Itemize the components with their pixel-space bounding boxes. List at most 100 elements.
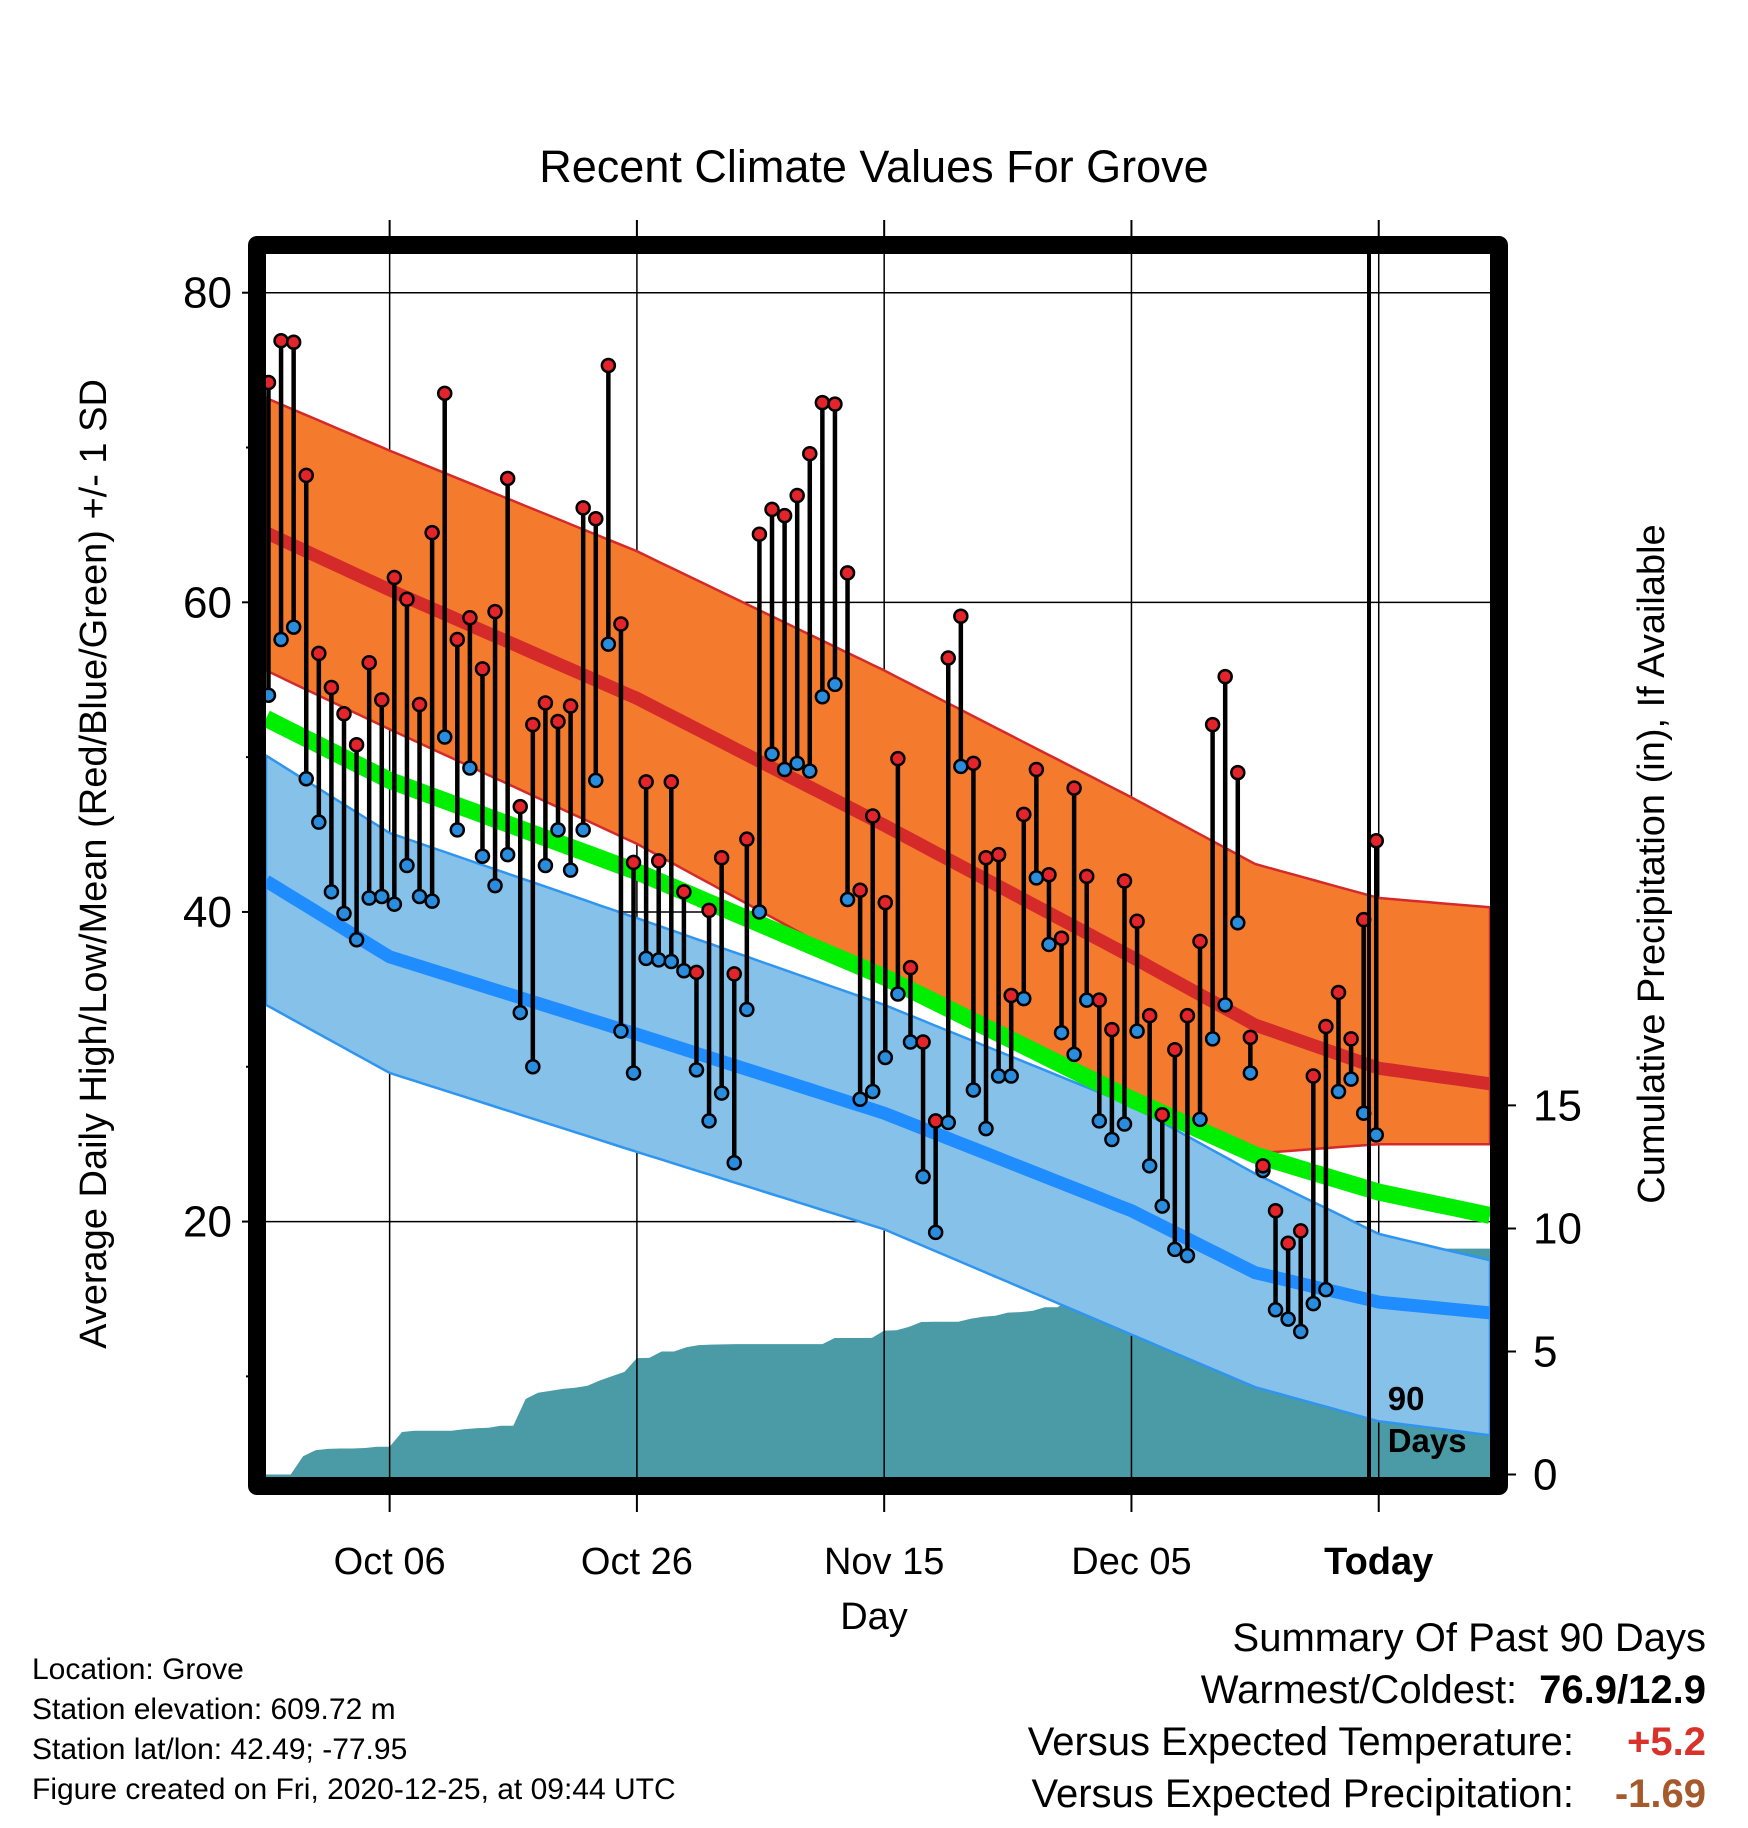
y-axis-label: Average Daily High/Low/Mean (Red/Blue/Gr… bbox=[73, 379, 115, 1349]
daily-high-dot bbox=[348, 736, 365, 753]
daily-low-dot bbox=[1368, 1127, 1385, 1143]
daily-high-dot bbox=[285, 334, 302, 350]
daily-high-dot bbox=[701, 902, 717, 919]
daily-high-dot bbox=[650, 853, 667, 869]
daily-low-dot bbox=[588, 772, 604, 789]
daily-high-dot bbox=[525, 716, 541, 733]
daily-low-dot bbox=[1091, 1113, 1108, 1129]
daily-high-dot bbox=[449, 631, 466, 648]
daily-low-dot bbox=[1230, 915, 1246, 931]
daily-high-dot bbox=[927, 1113, 944, 1129]
daily-high-dot bbox=[776, 507, 793, 524]
daily-high-dot bbox=[1267, 1202, 1284, 1219]
daily-high-dot bbox=[1003, 987, 1019, 1004]
x-tick-label: Today bbox=[1324, 1541, 1433, 1583]
daily-high-dot bbox=[1091, 992, 1108, 1008]
daily-high-dot bbox=[336, 706, 352, 722]
summary-title: Summary Of Past 90 Days bbox=[1232, 1616, 1706, 1660]
daily-high-dot bbox=[499, 470, 516, 487]
daily-high-dot bbox=[562, 698, 579, 714]
daily-low-dot bbox=[638, 950, 654, 967]
daily-low-dot bbox=[499, 846, 516, 863]
daily-low-dot bbox=[839, 891, 856, 908]
daily-low-dot bbox=[1179, 1247, 1196, 1264]
summary-temp-row: Versus Expected Temperature: +5.2 bbox=[1028, 1720, 1706, 1765]
daily-high-dot bbox=[550, 713, 566, 730]
daily-high-dot bbox=[298, 467, 314, 484]
daily-low-dot bbox=[1041, 936, 1057, 953]
daily-high-dot bbox=[600, 357, 617, 374]
daily-low-dot bbox=[688, 1062, 705, 1078]
daily-high-dot bbox=[751, 526, 768, 542]
daily-high-dot bbox=[273, 332, 289, 349]
daily-low-dot bbox=[449, 822, 466, 838]
daily-low-dot bbox=[890, 986, 906, 1002]
daily-high-dot bbox=[953, 608, 969, 625]
daily-high-dot bbox=[940, 650, 956, 666]
daily-high-dot bbox=[1053, 930, 1070, 947]
y2-tick-label: 15 bbox=[1533, 1081, 1582, 1130]
daily-low-dot bbox=[285, 619, 302, 635]
x-axis-label: Day bbox=[840, 1596, 908, 1638]
daily-low-dot bbox=[348, 932, 365, 948]
daily-high-dot bbox=[877, 894, 894, 911]
daily-high-dot bbox=[965, 755, 982, 772]
temp-label: Versus Expected Temperature: bbox=[1027, 1720, 1574, 1764]
daily-low-dot bbox=[713, 1085, 730, 1101]
daily-high-dot bbox=[374, 692, 390, 708]
daily-high-dot bbox=[1343, 1031, 1359, 1047]
daily-low-dot bbox=[386, 896, 403, 912]
elevation-text: Station elevation: 609.72 m bbox=[32, 1693, 396, 1726]
daily-low-dot bbox=[726, 1154, 742, 1171]
y2-axis-label: Cumulative Precipitation (in), If Availa… bbox=[1631, 524, 1673, 1203]
daily-high-dot bbox=[436, 385, 453, 402]
y-tick-label: 80 bbox=[183, 269, 232, 318]
daily-low-dot bbox=[474, 848, 491, 864]
daily-high-dot bbox=[323, 679, 340, 696]
daily-low-dot bbox=[1116, 1116, 1133, 1132]
daily-low-dot bbox=[266, 687, 277, 703]
y-tick-label: 20 bbox=[183, 1198, 232, 1247]
daily-high-dot bbox=[764, 501, 780, 518]
daily-low-dot bbox=[411, 888, 428, 905]
x-tick-label: Nov 15 bbox=[824, 1541, 944, 1583]
daily-low-dot bbox=[877, 1049, 894, 1066]
daily-low-dot bbox=[600, 636, 617, 652]
daily-high-dot bbox=[663, 774, 680, 790]
daily-high-dot bbox=[537, 695, 554, 711]
daily-low-dot bbox=[1343, 1071, 1359, 1087]
daily-low-dot bbox=[676, 963, 692, 979]
daily-low-dot bbox=[1305, 1295, 1322, 1312]
daily-low-dot bbox=[550, 822, 566, 838]
daily-high-dot bbox=[713, 850, 730, 866]
daily-low-dot bbox=[1003, 1068, 1019, 1084]
daily-low-dot bbox=[1053, 1024, 1070, 1041]
daily-high-dot bbox=[827, 396, 843, 412]
daily-high-dot bbox=[399, 591, 415, 607]
daily-high-dot bbox=[1192, 933, 1208, 950]
daily-high-dot bbox=[1318, 1018, 1334, 1035]
daily-high-dot bbox=[1141, 1007, 1158, 1024]
daily-high-dot bbox=[1167, 1041, 1183, 1058]
daily-high-dot bbox=[474, 661, 491, 677]
daily-low-dot bbox=[625, 1065, 642, 1081]
daily-high-dot bbox=[688, 964, 705, 981]
daily-low-dot bbox=[311, 814, 327, 830]
daily-low-dot bbox=[814, 689, 831, 705]
daily-low-dot bbox=[663, 953, 680, 970]
daily-low-dot bbox=[323, 884, 340, 900]
temp-value: +5.2 bbox=[1627, 1720, 1706, 1764]
daily-high-dot bbox=[1041, 867, 1057, 883]
daily-high-dot bbox=[802, 445, 818, 462]
daily-low-dot bbox=[751, 904, 768, 920]
daily-low-dot bbox=[789, 755, 805, 772]
daily-high-dot bbox=[1129, 913, 1145, 929]
daily-low-dot bbox=[1217, 997, 1233, 1013]
daily-high-dot bbox=[512, 798, 528, 815]
daily-high-dot bbox=[1242, 1029, 1259, 1046]
daily-high-dot bbox=[726, 966, 742, 982]
x-tick-label: Dec 05 bbox=[1071, 1541, 1191, 1583]
daily-low-dot bbox=[1078, 992, 1095, 1008]
daily-low-dot bbox=[776, 761, 793, 778]
daily-low-dot bbox=[1066, 1046, 1082, 1063]
